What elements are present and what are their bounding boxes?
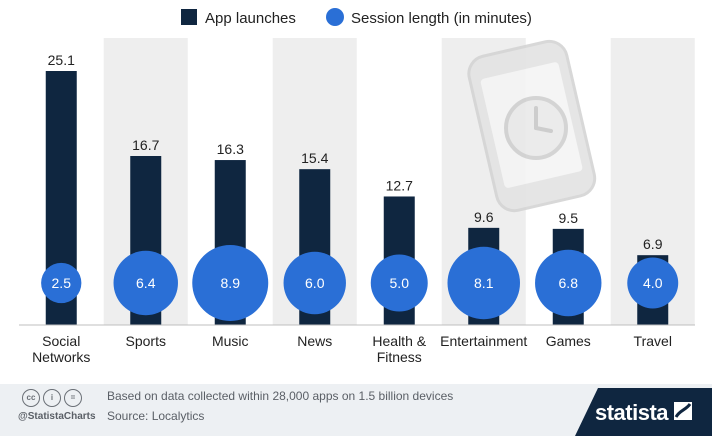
bubble-value-label: 6.4 <box>136 275 156 291</box>
footer-note: Based on data collected within 28,000 ap… <box>107 389 454 403</box>
bubble-value-label: 5.0 <box>390 275 410 291</box>
phone-clock-graphic <box>467 39 597 213</box>
legend-label-app-launches: App launches <box>205 10 296 27</box>
bubble-value-label: 6.0 <box>305 275 325 291</box>
category-label: News <box>297 333 332 349</box>
legend-swatch-app-launches <box>181 9 197 25</box>
bar-value-label: 16.7 <box>132 137 159 153</box>
bar-value-label: 16.3 <box>217 141 244 157</box>
legend-label-session-length: Session length (in minutes) <box>351 10 532 27</box>
statista-handle[interactable]: @StatistaCharts <box>18 411 96 422</box>
category-label: Games <box>546 333 591 349</box>
category-label: Social <box>42 333 80 349</box>
attribution-icon: i <box>43 389 61 407</box>
clock-hand-hour <box>534 126 553 133</box>
license-icons: cc i = <box>22 389 82 407</box>
no-derivatives-icon: = <box>64 389 82 407</box>
statista-logo-wave <box>674 403 692 418</box>
bar-value-label: 12.7 <box>386 177 413 193</box>
bar-value-label: 9.5 <box>559 210 579 226</box>
category-label: Fitness <box>377 349 422 365</box>
bubble-session-length <box>283 251 346 315</box>
bubble-session-length <box>627 257 679 309</box>
category-label: Entertainment <box>440 333 527 349</box>
bar-value-label: 9.6 <box>474 209 494 225</box>
bubble-session-length <box>370 254 428 312</box>
bubble-value-label: 8.1 <box>474 275 494 291</box>
bubble-session-length <box>447 246 521 320</box>
category-label: Sports <box>126 333 166 349</box>
bar-value-label: 6.9 <box>643 236 663 252</box>
category-label: Travel <box>634 333 672 349</box>
bubble-session-length <box>41 262 82 304</box>
bubble-session-length <box>113 250 178 316</box>
bubble-value-label: 6.8 <box>559 275 579 291</box>
cc-icon: cc <box>22 389 40 407</box>
statista-logo-text[interactable]: statista <box>595 400 669 425</box>
category-label: Networks <box>32 349 90 365</box>
footer-source: Source: Localytics <box>107 409 205 423</box>
bubble-session-length <box>535 249 602 317</box>
bubble-value-label: 8.9 <box>221 275 241 291</box>
bubble-value-label: 2.5 <box>52 275 72 291</box>
category-label: Music <box>212 333 249 349</box>
category-label: Health & <box>372 333 426 349</box>
bar-value-label: 15.4 <box>301 150 328 166</box>
bubble-value-label: 4.0 <box>643 275 663 291</box>
legend-swatch-session-length <box>326 8 344 26</box>
statista-brand-block <box>575 388 712 436</box>
bubble-session-length <box>192 245 269 321</box>
bar-value-label: 25.1 <box>48 52 75 68</box>
